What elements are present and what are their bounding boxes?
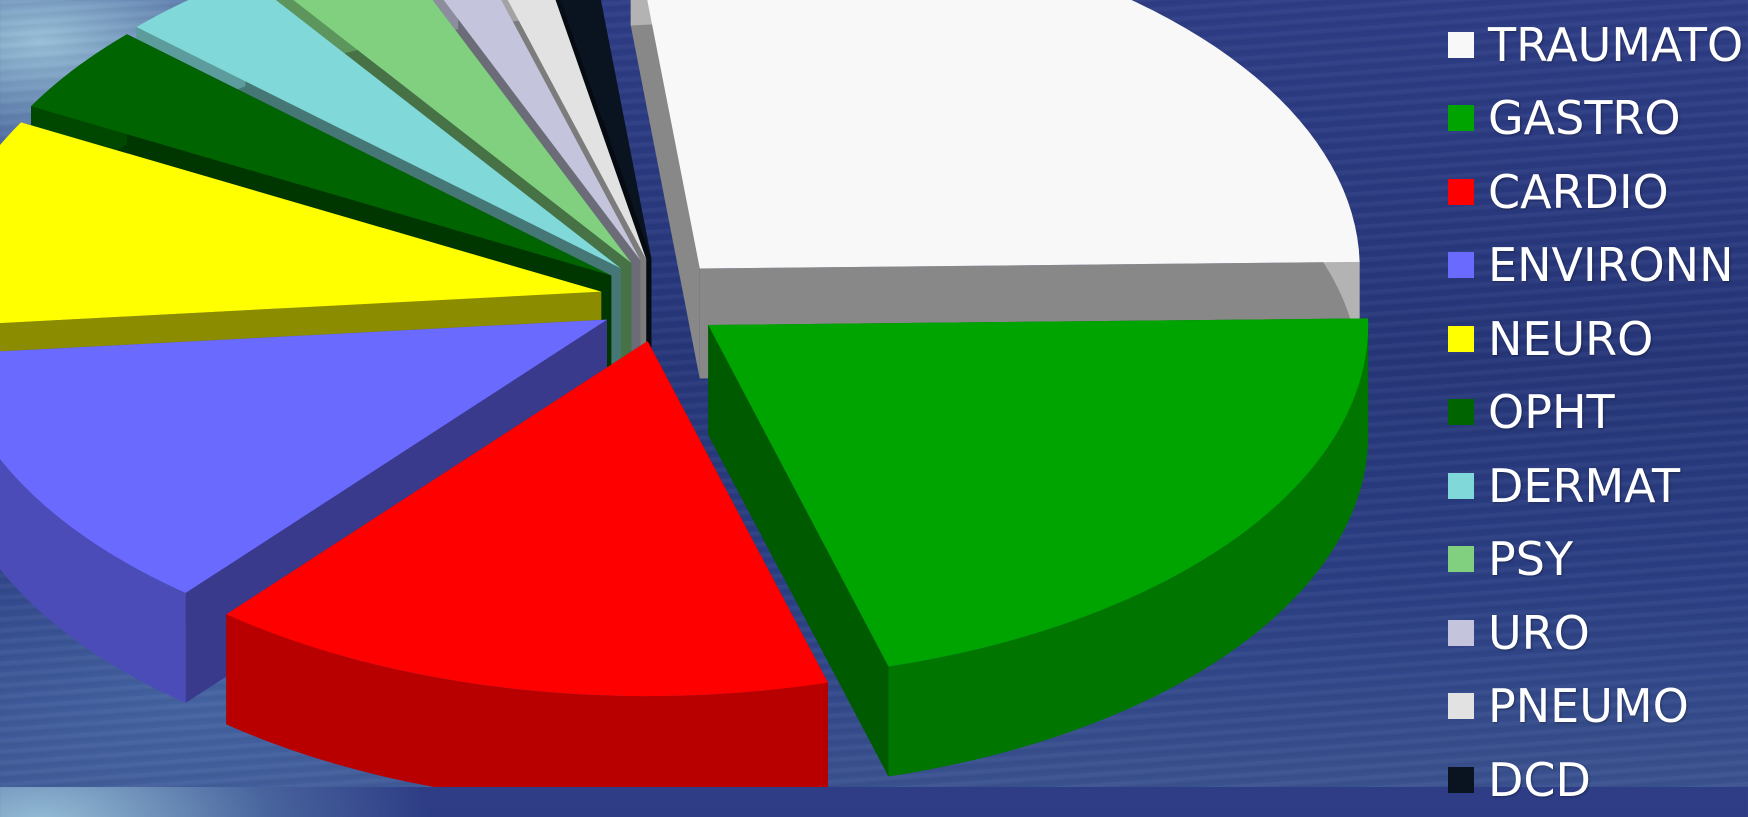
legend-item-neuro: NEURO <box>1448 302 1748 376</box>
legend-swatch <box>1448 179 1474 205</box>
legend-label: URO <box>1488 610 1590 656</box>
legend-item-cardio: CARDIO <box>1448 155 1748 229</box>
legend-label: PSY <box>1488 536 1573 582</box>
legend-label: NEURO <box>1488 316 1653 362</box>
legend-label: OPHT <box>1488 389 1615 435</box>
legend-item-uro: URO <box>1448 596 1748 670</box>
legend-label: DERMAT <box>1488 463 1680 509</box>
legend-swatch <box>1448 767 1474 793</box>
legend-item-psy: PSY <box>1448 523 1748 597</box>
legend-swatch <box>1448 252 1474 278</box>
legend-item-environn: ENVIRONN <box>1448 229 1748 303</box>
legend-label: CARDIO <box>1488 169 1669 215</box>
legend-item-gastro: GASTRO <box>1448 82 1748 156</box>
legend-label: DCD <box>1488 757 1591 803</box>
legend-swatch <box>1448 546 1474 572</box>
legend-swatch <box>1448 399 1474 425</box>
chart-legend: TRAUMATO GASTRO CARDIO ENVIRONN NEURO OPHT DER… <box>1448 8 1748 817</box>
legend-swatch <box>1448 693 1474 719</box>
legend-label: GASTRO <box>1488 95 1681 141</box>
legend-item-opht: OPHT <box>1448 376 1748 450</box>
legend-label: ENVIRONN <box>1488 242 1734 288</box>
legend-item-dermat: DERMAT <box>1448 449 1748 523</box>
legend-swatch <box>1448 473 1474 499</box>
legend-item-pneumo: PNEUMO <box>1448 670 1748 744</box>
pie-chart <box>0 0 1440 787</box>
legend-swatch <box>1448 105 1474 131</box>
legend-swatch <box>1448 620 1474 646</box>
legend-item-traumato: TRAUMATO <box>1448 8 1748 82</box>
legend-swatch <box>1448 32 1474 58</box>
pie-slice-traumato-top <box>631 0 1360 269</box>
legend-label: TRAUMATO <box>1488 22 1743 68</box>
legend-item-dcd: DCD <box>1448 743 1748 817</box>
legend-label: PNEUMO <box>1488 683 1689 729</box>
legend-swatch <box>1448 326 1474 352</box>
